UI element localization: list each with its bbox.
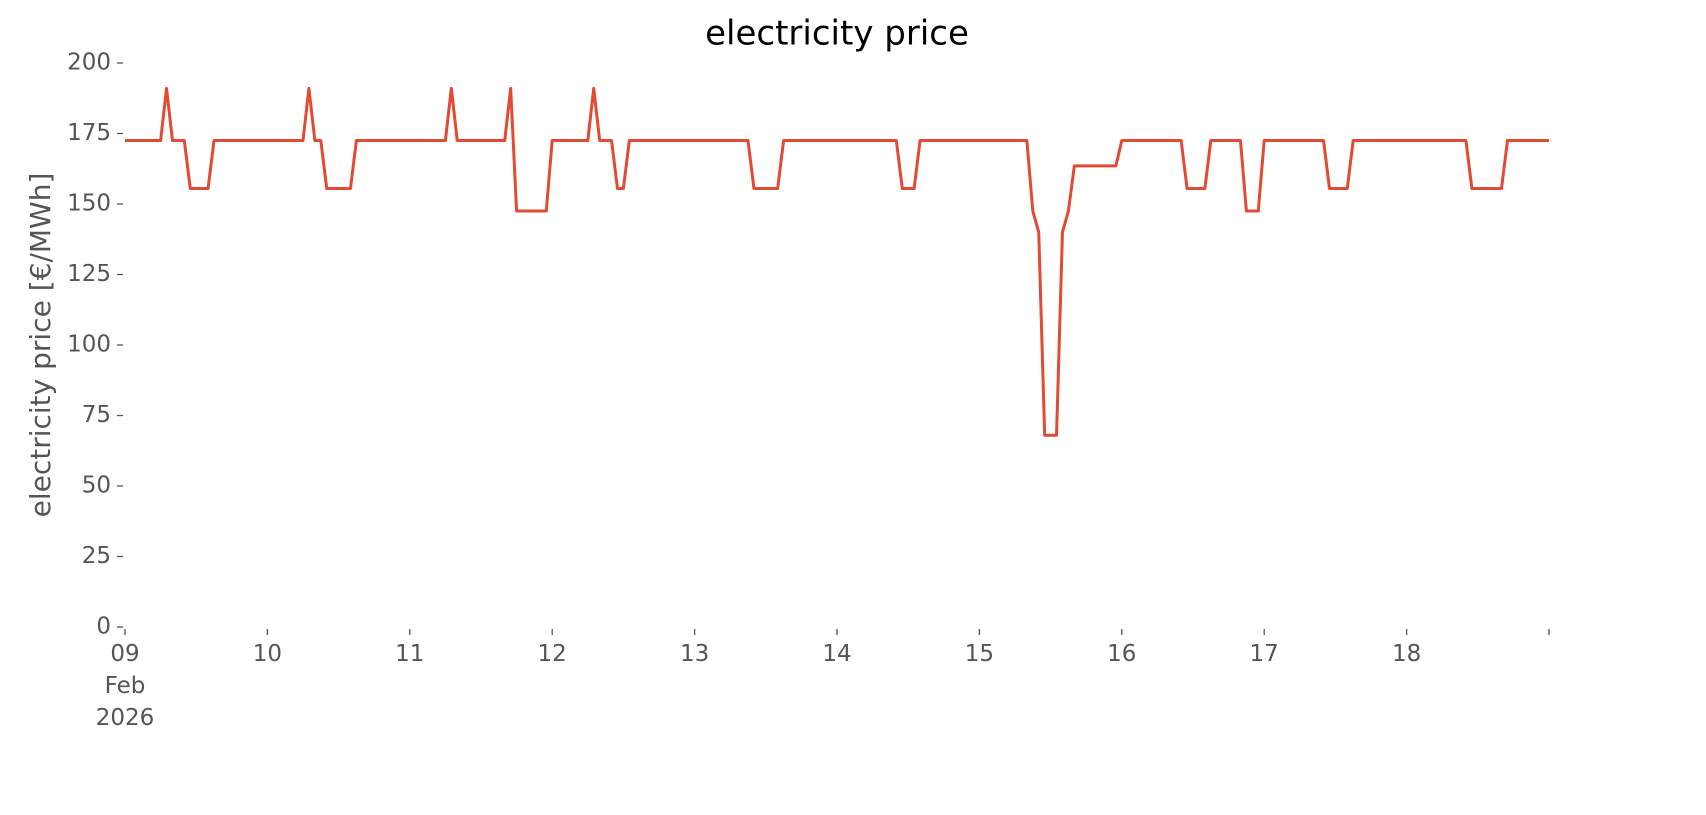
x-tick-label-line: Feb <box>105 673 146 699</box>
x-tick-label: 09 Feb 2026 <box>96 641 155 731</box>
x-tick-label: 14 <box>822 641 851 667</box>
y-tick-label: 100 <box>67 332 111 358</box>
x-tick-label: 12 <box>538 641 567 667</box>
x-tick-label-line: 2026 <box>96 705 155 731</box>
y-tick-label: 0 <box>96 614 111 640</box>
y-tick-label: 200 <box>67 50 111 76</box>
price-line <box>125 86 1549 437</box>
x-tick-label: 13 <box>680 641 709 667</box>
x-tick-label: 11 <box>395 641 424 667</box>
x-tick-label: 16 <box>1107 641 1136 667</box>
y-tick-label: 150 <box>67 191 111 217</box>
x-tick-label: 10 <box>253 641 282 667</box>
chart-title: electricity price <box>705 14 969 54</box>
y-tick-label: 175 <box>67 120 111 146</box>
x-tick-label: 17 <box>1250 641 1279 667</box>
y-tick-label: 125 <box>67 261 111 287</box>
x-tick-label: 15 <box>965 641 994 667</box>
y-tick-label: 75 <box>82 402 111 428</box>
x-tick-label-line: 09 <box>110 641 139 667</box>
y-axis-label: electricity price [€/MWh] <box>24 173 57 518</box>
y-tick-label: 25 <box>82 543 111 569</box>
x-tick-label: 18 <box>1392 641 1421 667</box>
y-tick-label: 50 <box>82 473 111 499</box>
